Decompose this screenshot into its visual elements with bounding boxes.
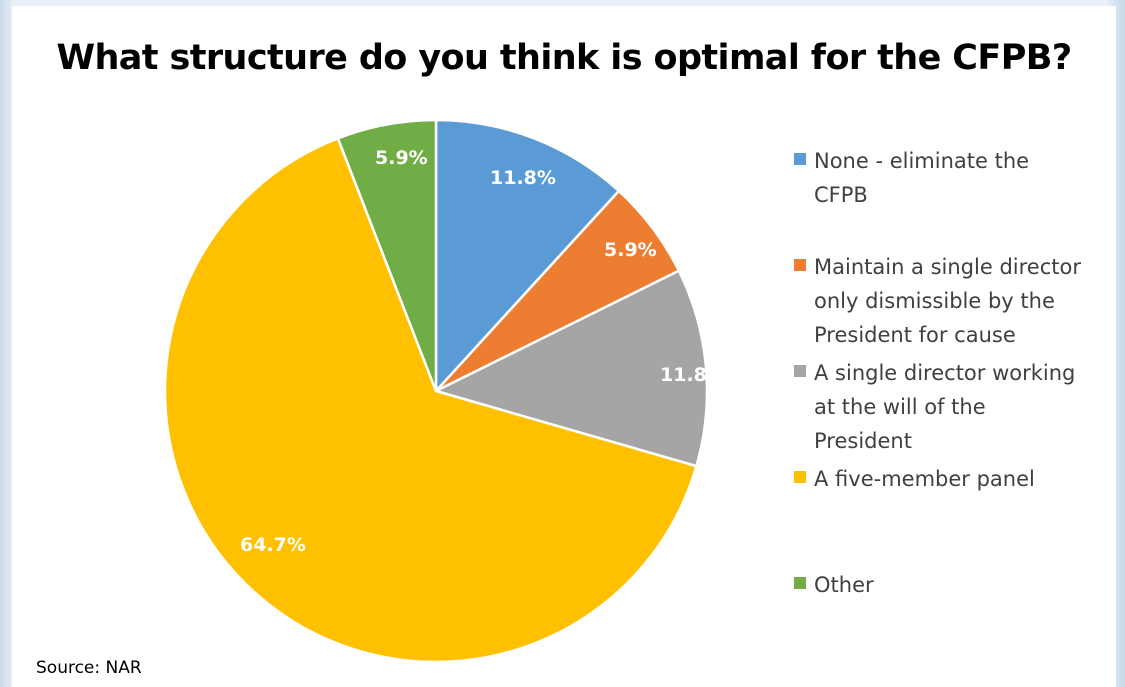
data-label-single-director-at-will: 11.8% bbox=[660, 364, 726, 386]
chart-title: What structure do you think is optimal f… bbox=[56, 38, 1072, 78]
legend-item-five-member-panel: A five-member panel bbox=[794, 462, 1114, 496]
legend-swatch-other bbox=[794, 577, 806, 589]
legend-label-single-director-for-cause: Maintain a single director only dismissib… bbox=[814, 250, 1114, 352]
pie-slice-single-director-at-will bbox=[434, 269, 709, 468]
legend-swatch-single-director-for-cause bbox=[794, 259, 806, 271]
legend-label-line: A single director working bbox=[814, 361, 1076, 385]
legend-swatch-none bbox=[794, 153, 806, 165]
legend-label-line: None - eliminate the bbox=[814, 149, 1030, 173]
data-label-other: 5.9% bbox=[375, 147, 428, 169]
pie-slice-five-member-panel bbox=[163, 137, 698, 664]
legend-swatch-five-member-panel bbox=[794, 471, 806, 483]
pie-slice-none bbox=[434, 118, 621, 393]
legend-item-none: None - eliminate the CFPB bbox=[794, 144, 1114, 212]
legend-label-line: President bbox=[814, 429, 912, 453]
legend-label-other: Other bbox=[814, 568, 1114, 602]
legend-item-single-director-at-will: A single director working at the will of … bbox=[794, 356, 1114, 458]
pie-chart: 11.8% 5.9% 11.8% 64.7% 5.9% bbox=[163, 118, 726, 664]
legend-label-line: at the will of the bbox=[814, 395, 986, 419]
legend-label-line: only dismissible by the bbox=[814, 289, 1055, 313]
data-label-five-member-panel: 64.7% bbox=[240, 534, 306, 556]
source-note: Source: NAR bbox=[36, 658, 142, 678]
legend-label-line: President for cause bbox=[814, 323, 1016, 347]
legend-label-line: Other bbox=[814, 573, 874, 597]
pie-slice-other bbox=[336, 118, 438, 393]
legend-label-none: None - eliminate the CFPB bbox=[814, 144, 1114, 212]
legend-label-single-director-at-will: A single director working at the will of … bbox=[814, 356, 1114, 458]
chart-area: What structure do you think is optimal f… bbox=[12, 6, 1116, 687]
legend-label-line: CFPB bbox=[814, 183, 868, 207]
legend-label-line: Maintain a single director bbox=[814, 255, 1081, 279]
legend-item-other: Other bbox=[794, 568, 1114, 602]
legend-label-five-member-panel: A five-member panel bbox=[814, 462, 1114, 496]
data-label-single-director-for-cause: 5.9% bbox=[604, 239, 657, 261]
legend-label-line: A five-member panel bbox=[814, 467, 1035, 491]
legend-item-single-director-for-cause: Maintain a single director only dismissib… bbox=[794, 250, 1114, 352]
legend-swatch-single-director-at-will bbox=[794, 365, 806, 377]
data-label-none: 11.8% bbox=[490, 167, 556, 189]
